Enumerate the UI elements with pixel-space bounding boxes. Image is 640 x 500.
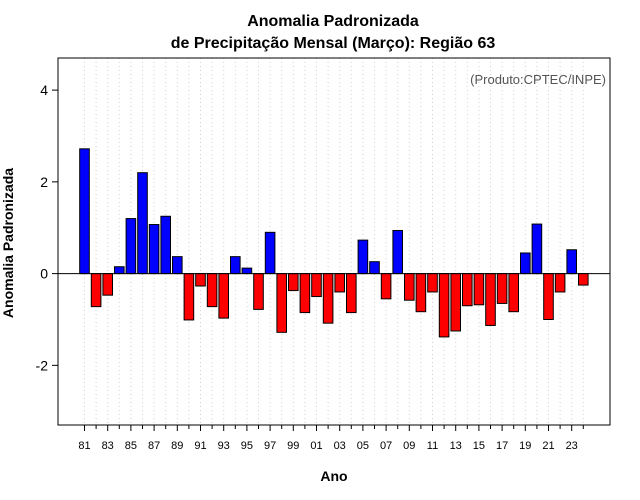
bar-2007 bbox=[380, 273, 392, 300]
bar-1996 bbox=[253, 273, 264, 310]
x-tick-label: 07 bbox=[380, 440, 392, 452]
bar-2017 bbox=[496, 273, 508, 304]
y-axis: -2 0 2 4 bbox=[36, 82, 58, 373]
x-tick-label: 99 bbox=[287, 440, 299, 452]
bar-2021 bbox=[543, 273, 554, 320]
bar-1995 bbox=[241, 267, 253, 275]
bar-2019 bbox=[520, 252, 531, 275]
bar-2010 bbox=[415, 273, 427, 313]
bar-1993 bbox=[218, 273, 229, 319]
credit-label: (Produto:CPTEC/INPE) bbox=[470, 72, 606, 87]
x-tick-label: 89 bbox=[171, 440, 183, 452]
chart-title-line-1: Anomalia Padronizada bbox=[247, 13, 419, 30]
bar-1987 bbox=[148, 224, 160, 275]
bar-1994 bbox=[230, 256, 241, 275]
bar-2022 bbox=[554, 273, 566, 293]
x-tick-label: 91 bbox=[194, 440, 206, 452]
bar-2011 bbox=[427, 273, 438, 293]
x-tick-label: 03 bbox=[334, 440, 346, 452]
bar-1991 bbox=[195, 273, 206, 287]
x-tick-label: 17 bbox=[496, 440, 508, 452]
x-tick-label: 97 bbox=[264, 440, 276, 452]
bar-1985 bbox=[125, 218, 137, 275]
bar-2014 bbox=[462, 273, 473, 307]
bar-2015 bbox=[473, 273, 485, 306]
x-tick-label: 09 bbox=[403, 440, 415, 452]
bar-1983 bbox=[102, 273, 114, 296]
bar-2008 bbox=[392, 229, 403, 275]
bar-1981 bbox=[79, 148, 90, 275]
bar-2020 bbox=[531, 223, 543, 275]
y-tick-label: 0 bbox=[40, 266, 48, 282]
bar-1988 bbox=[160, 215, 171, 275]
bar-1997 bbox=[264, 231, 276, 275]
bar-1998 bbox=[276, 273, 287, 333]
bar-1984 bbox=[114, 266, 125, 275]
bar-2002 bbox=[322, 273, 334, 324]
bar-2018 bbox=[508, 273, 519, 313]
x-tick-label: 83 bbox=[102, 440, 114, 452]
y-axis-title: Anomalia Padronizada bbox=[0, 168, 16, 318]
x-tick-label: 93 bbox=[218, 440, 230, 452]
bar-2024 bbox=[578, 273, 589, 286]
x-tick-label: 13 bbox=[450, 440, 462, 452]
bar-2004 bbox=[346, 273, 357, 314]
x-tick-label: 81 bbox=[78, 440, 90, 452]
bar-2006 bbox=[369, 261, 380, 275]
bar-1992 bbox=[206, 273, 218, 308]
x-tick-label: 19 bbox=[519, 440, 531, 452]
bar-1989 bbox=[172, 256, 183, 275]
bar-2001 bbox=[311, 273, 322, 298]
plot-frame bbox=[57, 57, 611, 426]
y-tick-label: 2 bbox=[40, 174, 48, 190]
bar-1999 bbox=[288, 273, 299, 292]
bar-2000 bbox=[299, 273, 311, 314]
x-axis: 81 83 85 87 89 91 93 95 97 99 01 03 05 07 09 11 13 15 17 19… bbox=[78, 425, 584, 452]
bar-2005 bbox=[357, 239, 369, 275]
bar-2012 bbox=[438, 273, 450, 338]
bar-2013 bbox=[450, 273, 461, 332]
x-axis-title: Ano bbox=[320, 468, 347, 484]
bars bbox=[79, 148, 589, 338]
x-tick-label: 95 bbox=[241, 440, 253, 452]
x-tick-label: 23 bbox=[566, 440, 578, 452]
y-tick-label: -2 bbox=[36, 357, 49, 373]
bar-1982 bbox=[90, 273, 102, 308]
bar-2016 bbox=[485, 273, 496, 326]
x-tick-label: 87 bbox=[148, 440, 160, 452]
x-tick-label: 01 bbox=[310, 440, 322, 452]
y-tick-label: 4 bbox=[40, 82, 48, 98]
x-tick-label: 85 bbox=[125, 440, 137, 452]
x-tick-label: 21 bbox=[542, 440, 554, 452]
bar-2003 bbox=[334, 273, 345, 293]
bar-2023 bbox=[566, 249, 578, 275]
bar-1990 bbox=[183, 273, 195, 321]
bar-2009 bbox=[404, 273, 415, 301]
bar-1986 bbox=[137, 172, 148, 275]
x-tick-label: 11 bbox=[427, 440, 438, 452]
x-tick-label: 05 bbox=[357, 440, 369, 452]
x-tick-label: 15 bbox=[473, 440, 485, 452]
chart-title-line-2: de Precipitação Mensal (Março): Região 6… bbox=[171, 35, 496, 52]
